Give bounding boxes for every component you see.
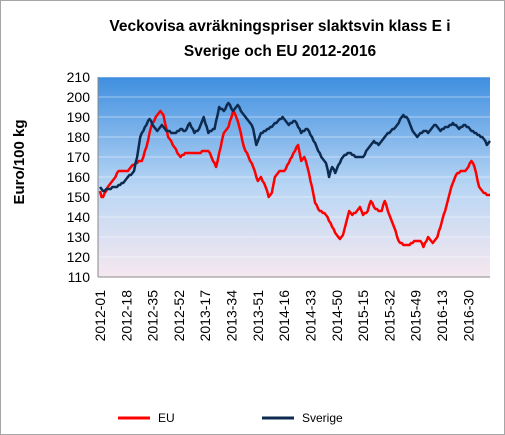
y-tick-label: 190	[67, 109, 91, 125]
y-tick-label: 180	[67, 129, 91, 145]
y-tick-label: 150	[67, 189, 91, 205]
legend-label: Sverige	[302, 411, 343, 425]
x-tick-label: 2012-35	[145, 290, 161, 342]
y-tick-label: 160	[67, 169, 91, 185]
y-tick-label: 200	[67, 89, 91, 105]
x-tick-label: 2015-32	[381, 290, 397, 342]
x-tick-label: 2013-34	[224, 290, 240, 342]
x-tick-label: 2013-51	[250, 290, 266, 342]
legend-label: EU	[158, 411, 175, 425]
line-series	[98, 109, 490, 249]
x-tick-label: 2015-15	[355, 290, 371, 342]
y-tick-label: 110	[68, 269, 91, 285]
x-tick-label: 2016-30	[460, 290, 476, 342]
x-tick-label: 2013-17	[197, 290, 213, 342]
chart-title: Veckovisa avräkningspriser slaktsvin kla…	[109, 18, 451, 60]
y-tick-label: 170	[67, 149, 91, 165]
y-tick-label: 120	[67, 249, 91, 265]
x-tick-label: 2012-52	[171, 290, 187, 342]
x-tick-label: 2014-50	[329, 290, 345, 342]
x-tick-label: 2014-33	[302, 290, 318, 342]
y-axis-label: Euro/100 kg	[11, 119, 28, 204]
y-tick-label: 140	[67, 209, 91, 225]
x-tick-label: 2016-13	[434, 290, 450, 342]
y-tick-label: 130	[67, 229, 91, 245]
x-tick-label: 2012-01	[92, 290, 108, 342]
line-series	[99, 101, 491, 193]
x-tick-label: 2014-16	[276, 290, 292, 342]
y-tick-label: 210	[67, 69, 91, 85]
x-tick-label: 2015-49	[408, 290, 424, 342]
x-tick-label: 2012-18	[118, 290, 134, 342]
